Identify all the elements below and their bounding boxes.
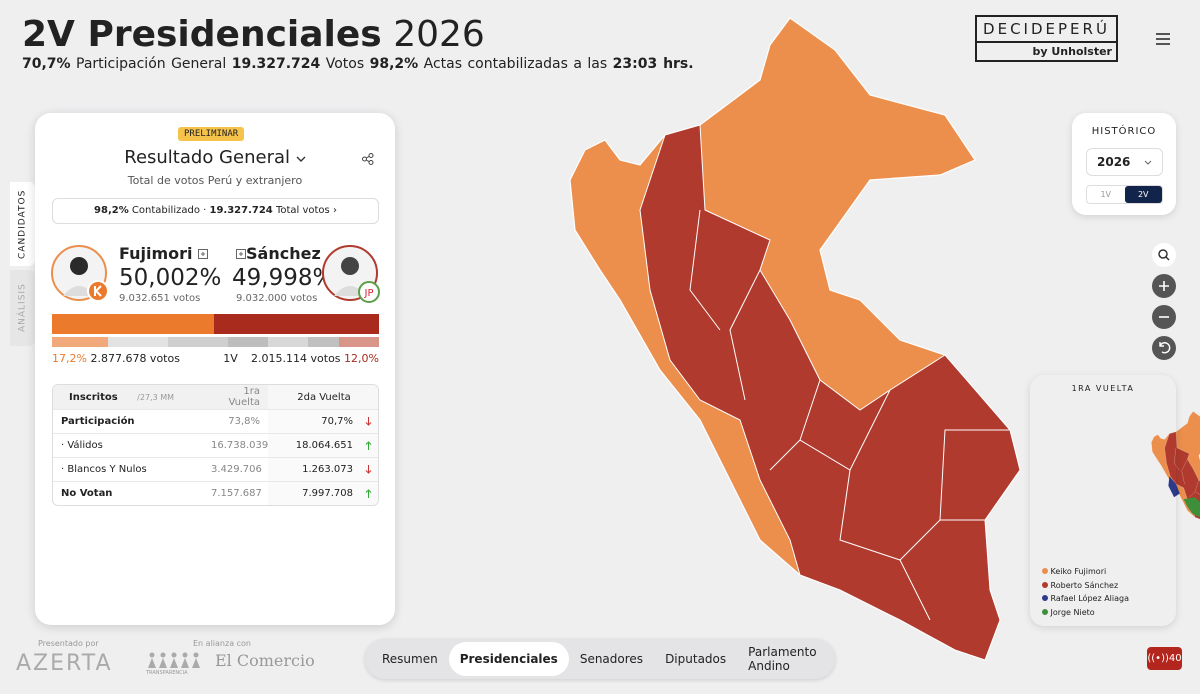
cell: 73,8% bbox=[228, 416, 260, 427]
photo-sanchez: JP bbox=[322, 245, 380, 303]
stats: 70,7% Participación General 19.327.724 V… bbox=[22, 56, 694, 72]
tab-candidatos[interactable]: CANDIDATOS bbox=[10, 182, 35, 266]
cell: 18.064.651 bbox=[295, 440, 353, 451]
card-subtitle: Total de votos Perú y extranjero bbox=[127, 174, 303, 187]
brand-logo[interactable]: DECIDEPERÚ by Unholster bbox=[975, 15, 1118, 62]
label: 2026 bbox=[1097, 155, 1131, 169]
round-toggle: 1V 2V bbox=[1086, 185, 1163, 204]
title: 2V Presidenciales 2026 bbox=[22, 14, 485, 55]
row-label: · Válidos bbox=[61, 440, 103, 451]
partner-icon bbox=[148, 652, 200, 668]
legend-item: Rafael López Aliaga bbox=[1042, 592, 1129, 606]
brand-by: by Unholster bbox=[1032, 45, 1113, 58]
legend-item: Keiko Fujimori bbox=[1042, 565, 1129, 579]
nav-item[interactable]: Senadores bbox=[579, 652, 644, 666]
photo-fujimori bbox=[51, 245, 109, 302]
live-badge[interactable]: ((•))40 bbox=[1147, 647, 1182, 670]
legend-item: Jorge Nieto bbox=[1042, 606, 1129, 620]
th: 2da Vuelta bbox=[268, 385, 378, 409]
summary-value: 98,2% bbox=[94, 205, 129, 216]
nav-item[interactable]: Resumen bbox=[382, 652, 438, 666]
stat-value: 19.327.724 bbox=[231, 56, 321, 72]
row-label: Participación bbox=[61, 416, 135, 427]
stat-value: 23:03 hrs. bbox=[612, 56, 694, 72]
stat-value: 70,7% bbox=[22, 56, 71, 72]
share-icon[interactable] bbox=[362, 153, 374, 165]
label: Fujimori bbox=[119, 244, 193, 263]
round-1v[interactable]: 1V bbox=[1100, 190, 1112, 199]
cand-votes: 9.032.651 votos bbox=[119, 293, 201, 304]
row-label: · Blancos Y Nulos bbox=[61, 464, 147, 475]
summary-label: Contabilizado · bbox=[131, 205, 207, 216]
cell: 1.263.073 bbox=[302, 464, 353, 475]
row-label: No Votan bbox=[61, 488, 113, 499]
label: Sánchez bbox=[246, 244, 321, 263]
fr-share: 17,2% bbox=[52, 352, 87, 365]
partner-logo: El Comercio bbox=[215, 651, 315, 670]
presented-by: Presentado por bbox=[38, 639, 99, 648]
cell: 7.157.687 bbox=[211, 488, 262, 499]
label: Roberto Sánchez bbox=[1050, 580, 1119, 590]
card-title-text: Resultado General bbox=[124, 147, 290, 168]
cell: 3.429.706 bbox=[211, 464, 262, 475]
stat-value: 98,2% bbox=[369, 56, 419, 72]
nav-item[interactable]: Parlamento Andino bbox=[748, 645, 817, 673]
stats-table: Inscritos /27,3 MM 1ra Vuelta 2da Vuelta P… bbox=[52, 384, 379, 506]
cell: 16.738.039 bbox=[211, 440, 269, 451]
first-round: 17,2% 2.877.678 votos 1V 2.015.114 votos… bbox=[52, 352, 379, 365]
card-title[interactable]: Resultado General bbox=[35, 147, 395, 168]
nav-bar: Resumen Presidenciales Senadores Diputad… bbox=[365, 639, 835, 679]
fr-votes: 2.877.678 votos bbox=[90, 352, 180, 365]
svg-text:JP: JP bbox=[364, 288, 374, 299]
stat-label: Votos bbox=[325, 56, 365, 72]
tab-analisis[interactable]: ANÁLISIS bbox=[10, 270, 35, 346]
cand-share: 49,998% bbox=[232, 265, 335, 291]
fr-label: 1V bbox=[223, 352, 238, 365]
result-bar bbox=[52, 314, 379, 347]
label: Jorge Nieto bbox=[1050, 607, 1095, 617]
summary-label: Total votos bbox=[275, 205, 330, 216]
sponsor-logo: AZERTA bbox=[16, 651, 113, 676]
year-select[interactable]: 2026 bbox=[1086, 148, 1163, 176]
fr-share: 12,0% bbox=[344, 352, 379, 365]
label: 40 bbox=[1168, 653, 1182, 664]
legend-item: Roberto Sánchez bbox=[1042, 579, 1129, 593]
nav-item-active[interactable]: Presidenciales bbox=[448, 642, 569, 676]
cell: 70,7% bbox=[321, 416, 353, 427]
nav-item[interactable]: Diputados bbox=[665, 652, 727, 666]
title-year: 2026 bbox=[393, 14, 485, 55]
stat-label: Actas contabilizadas a las bbox=[423, 56, 608, 72]
badge: PRELIMINAR bbox=[178, 127, 245, 141]
fr-votes: 2.015.114 votos bbox=[251, 352, 341, 365]
cand-votes: 9.032.000 votos bbox=[236, 293, 318, 304]
round-2v[interactable]: 2V bbox=[1124, 186, 1162, 203]
cell: 7.997.708 bbox=[302, 488, 353, 499]
history-panel: HISTÓRICO 2026 1V 2V bbox=[1072, 113, 1176, 215]
cand-name: Fujimori bbox=[119, 244, 208, 263]
summary-value: 19.327.724 bbox=[209, 205, 273, 216]
mini-map-panel: 1RA VUELTA Keiko Fujimori Roberto Sánche… bbox=[1030, 375, 1176, 626]
map-controls[interactable] bbox=[1152, 243, 1176, 361]
label: Keiko Fujimori bbox=[1050, 567, 1107, 576]
mini-map-title: 1RA VUELTA bbox=[1071, 384, 1135, 393]
label: Rafael López Aliaga bbox=[1050, 594, 1129, 603]
cand-share: 50,002% bbox=[119, 265, 222, 291]
title-main: 2V Presidenciales bbox=[22, 14, 382, 55]
cand-name: Sánchez bbox=[236, 244, 321, 263]
th: Inscritos bbox=[69, 391, 118, 403]
result-card: PRELIMINAR Resultado General Total de vo… bbox=[35, 113, 395, 625]
history-title: HISTÓRICO bbox=[1091, 126, 1157, 137]
brand-name: DECIDEPERÚ bbox=[977, 17, 1116, 43]
th: 1ra Vuelta bbox=[228, 386, 260, 408]
legend: Keiko Fujimori Roberto Sánchez Rafael Ló… bbox=[1042, 565, 1129, 619]
th-note: /27,3 MM bbox=[137, 392, 175, 402]
alliance: En alianza con bbox=[193, 639, 251, 648]
partner-logo: TRANSPARENCIA bbox=[146, 670, 188, 676]
stat-label: Participación General bbox=[76, 56, 227, 72]
menu-icon[interactable] bbox=[1156, 33, 1170, 45]
summary[interactable]: 98,2% Contabilizado · 19.327.724 Total v… bbox=[52, 198, 379, 224]
